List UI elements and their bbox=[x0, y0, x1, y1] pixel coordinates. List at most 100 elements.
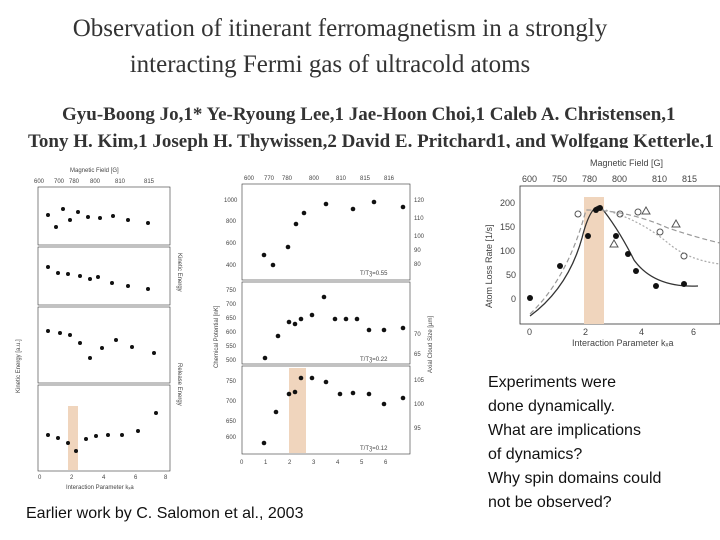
data-point bbox=[298, 316, 304, 322]
middle-right-tick: 80 bbox=[414, 262, 421, 268]
left-bottom-tick: 2 bbox=[70, 475, 74, 481]
middle-top-tick: 800 bbox=[309, 176, 320, 182]
author-line-2: Tony H. Kim,1 Joseph H. Thywissen,2 Davi… bbox=[28, 131, 714, 152]
middle-left-tick: 700 bbox=[226, 302, 237, 308]
credit-caption: Earlier work by C. Salomon et al., 2003 bbox=[26, 505, 304, 522]
middle-top-tick: 780 bbox=[282, 176, 293, 182]
middle-right-tick: 105 bbox=[414, 378, 425, 384]
data-point-triangle bbox=[609, 238, 619, 248]
data-point bbox=[78, 274, 82, 278]
data-point bbox=[146, 221, 150, 225]
middle-y-label: Chemical Potential [nK] bbox=[214, 305, 220, 368]
left-subplot-1 bbox=[37, 186, 171, 246]
data-point bbox=[323, 379, 329, 385]
data-point bbox=[68, 218, 72, 222]
data-point bbox=[309, 312, 315, 318]
right-top-tick: 750 bbox=[552, 174, 567, 184]
data-point-open bbox=[656, 228, 664, 236]
right-y-tick: 150 bbox=[500, 222, 515, 232]
data-point bbox=[66, 272, 70, 276]
middle-highlight-band bbox=[289, 368, 306, 453]
panel-label-bottom: T/Tʒ=0.12 bbox=[360, 446, 388, 452]
middle-subplot-top bbox=[241, 183, 411, 281]
right-top-tick: 780 bbox=[582, 174, 597, 184]
data-point bbox=[68, 333, 72, 337]
data-point bbox=[126, 218, 130, 222]
left-top-ticks: 600 700 780 800 810 815 bbox=[34, 179, 155, 185]
data-point bbox=[366, 391, 372, 397]
middle-right-tick: 90 bbox=[414, 248, 421, 254]
data-point bbox=[111, 214, 115, 218]
data-point bbox=[154, 411, 158, 415]
right-y-ticks: 200 150 100 50 0 bbox=[500, 198, 516, 304]
data-point bbox=[293, 221, 299, 227]
middle-right-tick: 110 bbox=[414, 216, 424, 222]
data-point bbox=[400, 204, 406, 210]
right-y-label: Atom Loss Rate [1/s] bbox=[484, 224, 494, 308]
data-point bbox=[61, 207, 65, 211]
data-point bbox=[371, 199, 377, 205]
right-x-tick: 0 bbox=[527, 327, 532, 337]
left-top-tick: 780 bbox=[69, 179, 80, 185]
left-right-label: Kinetic Energy bbox=[176, 253, 182, 292]
data-point bbox=[275, 333, 281, 339]
data-point bbox=[262, 355, 268, 361]
right-y-tick: 200 bbox=[500, 198, 515, 208]
right-y-tick: 50 bbox=[506, 270, 516, 280]
data-point bbox=[400, 395, 406, 401]
data-point bbox=[120, 433, 124, 437]
middle-right-tick: 95 bbox=[414, 426, 421, 432]
left-bottom-tick: 6 bbox=[134, 475, 138, 481]
left-bottom-tick: 0 bbox=[38, 475, 42, 481]
question-line: of dynamics? bbox=[488, 446, 583, 463]
data-point bbox=[86, 215, 90, 219]
data-point bbox=[130, 345, 134, 349]
right-top-tick: 810 bbox=[652, 174, 667, 184]
data-point bbox=[96, 275, 100, 279]
discussion-questions: Experiments were done dynamically. What … bbox=[488, 371, 713, 515]
data-point bbox=[56, 271, 60, 275]
middle-left-tick: 700 bbox=[226, 399, 237, 405]
data-point bbox=[76, 210, 80, 214]
data-point bbox=[381, 401, 387, 407]
data-point bbox=[46, 265, 50, 269]
data-point bbox=[88, 277, 92, 281]
data-point bbox=[74, 449, 78, 453]
data-point bbox=[309, 375, 315, 381]
data-point bbox=[78, 341, 82, 345]
data-point-triangle bbox=[671, 218, 681, 228]
right-top-tick: 800 bbox=[612, 174, 627, 184]
middle-left-tick: 400 bbox=[226, 263, 237, 269]
middle-left-tick: 650 bbox=[226, 316, 237, 322]
middle-subplot-bottom bbox=[241, 365, 411, 455]
middle-left-tick: 600 bbox=[226, 330, 237, 336]
left-right-label: Release Energy bbox=[176, 363, 182, 406]
middle-right-label: Axial Cloud Size [µm] bbox=[428, 316, 434, 373]
data-point bbox=[323, 201, 329, 207]
right-top-label: Magnetic Field [G] bbox=[590, 158, 663, 168]
right-y-tick: 100 bbox=[500, 246, 515, 256]
left-top-tick: 600 bbox=[34, 179, 45, 185]
data-point bbox=[46, 329, 50, 333]
panel-label-top: T/Tʒ=0.55 bbox=[360, 271, 388, 277]
data-point bbox=[100, 346, 104, 350]
data-point bbox=[585, 233, 591, 239]
middle-left-tick: 1000 bbox=[224, 198, 238, 204]
middle-bottom-tick: 6 bbox=[384, 460, 388, 466]
question-line: done dynamically. bbox=[488, 398, 615, 415]
left-subplot-2 bbox=[37, 246, 171, 306]
left-top-tick: 815 bbox=[144, 179, 155, 185]
middle-figure: 600 770 780 800 810 815 816 1000 800 6 bbox=[214, 176, 434, 466]
right-highlight-band bbox=[584, 197, 604, 324]
data-point bbox=[286, 391, 292, 397]
data-point bbox=[46, 433, 50, 437]
left-top-tick: 700 bbox=[54, 179, 65, 185]
middle-bottom-tick: 1 bbox=[264, 460, 268, 466]
data-point bbox=[633, 268, 639, 274]
middle-left-tick: 550 bbox=[226, 344, 237, 350]
left-subplot-3 bbox=[37, 306, 171, 384]
data-point bbox=[332, 316, 338, 322]
middle-right-tick: 65 bbox=[414, 352, 421, 358]
right-y-tick: 0 bbox=[511, 294, 516, 304]
data-point bbox=[285, 244, 291, 250]
